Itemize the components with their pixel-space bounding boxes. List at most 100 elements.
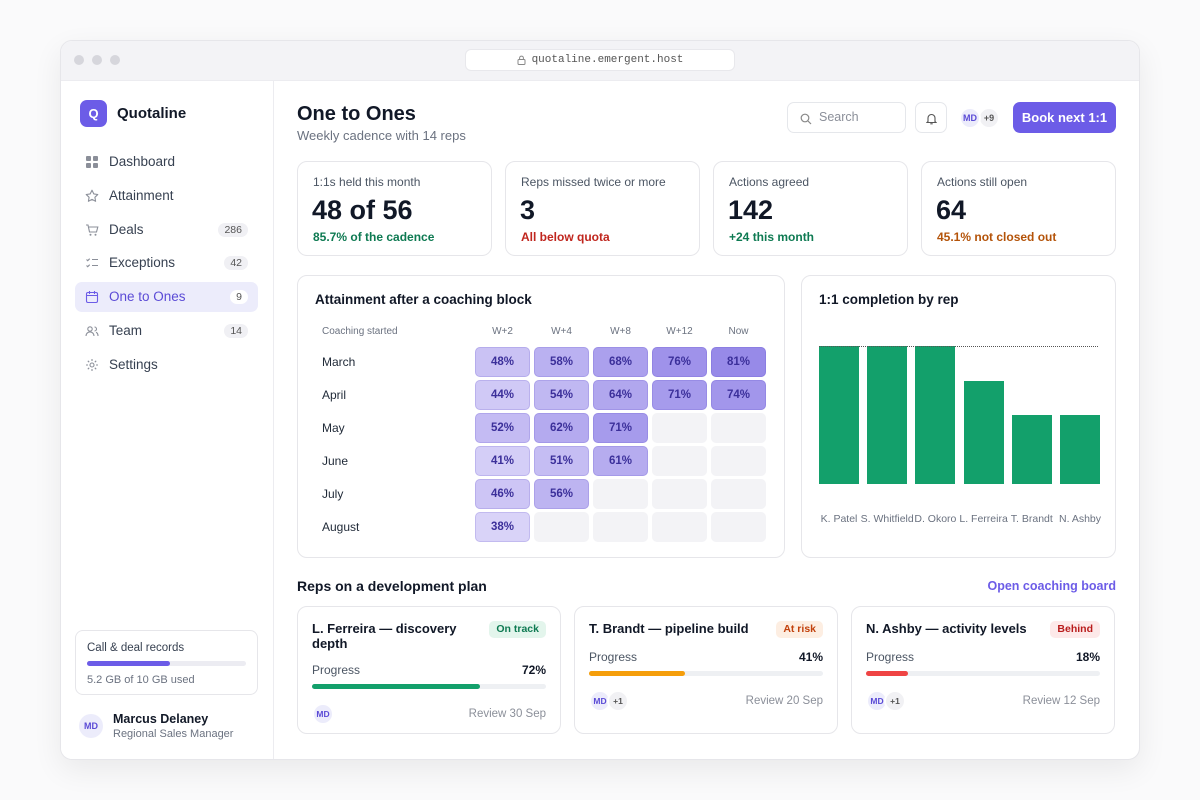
plan-header: L. Ferreira — discovery depth On track (312, 621, 546, 651)
card-title: 1:1 completion by rep (819, 292, 959, 307)
page-subtitle: Weekly cadence with 14 reps (297, 128, 466, 143)
row-label: June (322, 454, 349, 468)
x-tick-label: S. Whitfield (860, 513, 914, 525)
bar (963, 380, 1004, 484)
empty-cell (652, 479, 707, 509)
kpi-card: 1:1s held this month 48 of 56 85.7% of the… (297, 161, 492, 256)
nav-item[interactable]: Deals 286 (75, 215, 258, 245)
lock-icon (517, 55, 526, 65)
nav-item[interactable]: Team 14 (75, 316, 258, 346)
icon (86, 358, 98, 371)
storage-label: Call & deal records (87, 642, 185, 654)
kpi-label: 1:1s held this month (313, 175, 421, 189)
nav-label: Settings (109, 356, 158, 372)
progress-row: Progress 72% (312, 663, 546, 677)
heatmap-cell: 54% (534, 380, 589, 410)
nav-badge: 286 (218, 222, 248, 237)
window-dot (110, 55, 120, 65)
nav-icon (85, 189, 99, 203)
icon (86, 156, 98, 168)
progress-text: Progress (312, 663, 361, 677)
nav-label: Attainment (109, 187, 174, 203)
empty-cell (652, 413, 707, 443)
heatmap-cell: 64% (593, 380, 648, 410)
avatars: MD (312, 703, 334, 725)
book-button[interactable]: Book next 1:1 (1013, 102, 1116, 133)
heatmap-cell: 68% (593, 347, 648, 377)
column-header: W+12 (666, 326, 693, 337)
plan-header: T. Brandt — pipeline build At risk (589, 621, 823, 638)
icon (85, 189, 99, 202)
header-avatar: +9 (978, 107, 1000, 129)
nav-item[interactable]: Exceptions 42 (75, 248, 258, 278)
heatmap-cell: 71% (652, 380, 707, 410)
search-box[interactable]: Search (787, 102, 906, 133)
progress-track (589, 671, 823, 676)
nav-icon (85, 358, 99, 372)
heatmap-cell: 52% (475, 413, 530, 443)
status-pill: Behind (1050, 621, 1100, 638)
kpi-note: +24 this month (729, 230, 815, 244)
kpi-note: 85.7% of the cadence (313, 230, 435, 244)
nav-label: Deals (109, 221, 144, 237)
user-name: Marcus Delaney (113, 712, 209, 726)
progress-row: Progress 41% (589, 650, 823, 664)
empty-cell (534, 512, 589, 542)
icon (925, 113, 938, 125)
avatar: +1 (884, 690, 906, 712)
heatmap-cell: 61% (593, 446, 648, 476)
page-title: One to Ones (297, 103, 416, 125)
progress-text: Progress (589, 650, 638, 664)
review-date: Review 12 Sep (1022, 695, 1100, 707)
kpi-label: Actions agreed (729, 175, 810, 189)
plan-title: L. Ferreira — discovery depth (312, 621, 457, 651)
heatmap-cell: 56% (534, 479, 589, 509)
plan-card: N. Ashby — activity levels Behind Progress… (851, 606, 1115, 734)
nav-item[interactable]: Dashboard (75, 147, 258, 177)
heatmap-card: Attainment after a coaching block Coachin… (297, 275, 785, 558)
nav-icon (85, 256, 99, 270)
icon (85, 291, 99, 304)
plan-card: T. Brandt — pipeline build At risk Progres… (574, 606, 838, 734)
heatmap-cell: 48% (475, 347, 530, 377)
kpi-note: 45.1% not closed out (937, 230, 1057, 244)
nav-item[interactable]: Settings (75, 350, 258, 380)
heatmap-cell: 51% (534, 446, 589, 476)
empty-cell (593, 479, 648, 509)
x-tick-label: T. Brandt (1010, 513, 1053, 525)
kpi-value: 3 (520, 195, 536, 225)
nav-badge: 9 (230, 290, 248, 305)
nav-badge: 42 (224, 256, 248, 271)
nav-item[interactable]: Attainment (75, 181, 258, 211)
column-header: Now (728, 326, 749, 337)
notifications-button[interactable] (915, 102, 947, 133)
progress-value: 18% (1075, 650, 1100, 664)
nav-icon (85, 324, 99, 338)
storage-caption: 5.2 GB of 10 GB used (87, 674, 195, 686)
search-placeholder: Search (819, 110, 859, 124)
row-header: Coaching started (322, 326, 398, 337)
icon (86, 224, 99, 236)
row-label: March (322, 355, 356, 369)
nav-icon (85, 155, 99, 169)
status-pill: On track (489, 621, 546, 638)
nav-item[interactable]: One to Ones 9 (75, 282, 258, 313)
row-label: May (322, 421, 345, 435)
progress-value: 41% (798, 650, 823, 664)
plan-title: N. Ashby — activity levels (866, 621, 1027, 636)
x-tick-label: N. Ashby (1058, 513, 1102, 525)
avatar: MD (312, 703, 334, 725)
chart-card: 1:1 completion by rep K. Patel S. Whitfiel… (801, 275, 1116, 558)
heatmap-cell: 58% (534, 347, 589, 377)
empty-cell (593, 512, 648, 542)
status-pill: At risk (776, 621, 823, 638)
x-tick-label: K. Patel (820, 513, 858, 525)
bar (819, 346, 859, 484)
coaching-board-link[interactable]: Open coaching board (987, 579, 1117, 593)
nav-icon (85, 290, 99, 304)
progress-fill (589, 671, 685, 676)
url: quotaline.emergent.host (531, 54, 684, 66)
avatar: +1 (607, 690, 629, 712)
row-label: August (322, 520, 360, 534)
progress-row: Progress 18% (866, 650, 1100, 664)
